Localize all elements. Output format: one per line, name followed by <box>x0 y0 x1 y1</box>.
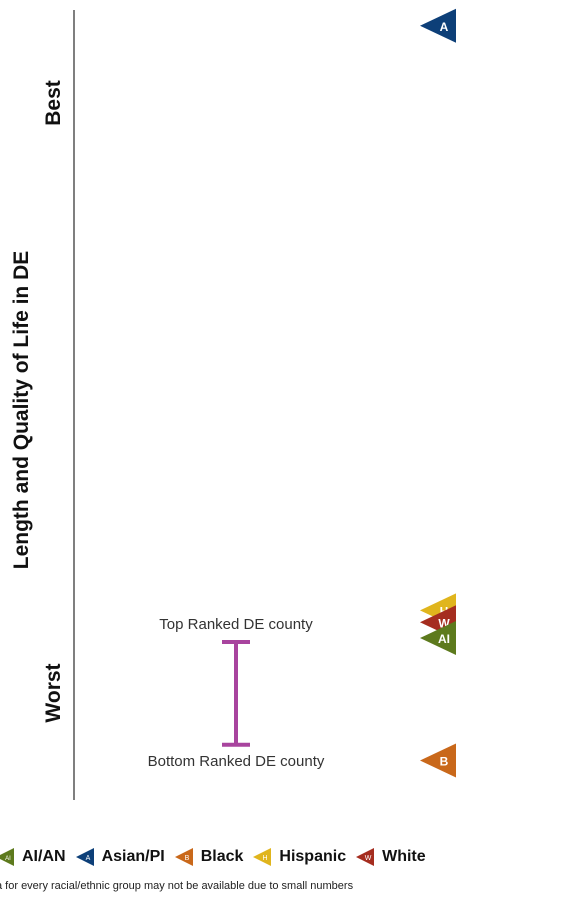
svg-text:A: A <box>85 855 90 862</box>
legend-label-white: White <box>382 848 426 865</box>
legend-label-asian-pi: Asian/PI <box>101 848 165 865</box>
svg-text:H: H <box>263 855 268 862</box>
legend-item-white: W White <box>354 846 426 868</box>
legend-label-hispanic: Hispanic <box>279 848 347 865</box>
marker-letter-asian-pi: A <box>440 20 449 34</box>
legend-item-asian-pi: A Asian/PI <box>74 846 165 868</box>
legend: AI AI/AN A Asian/PI B Black H Hispanic W… <box>0 846 434 868</box>
marker-asian-pi <box>420 8 456 43</box>
footnote: a for every racial/ethnic group may not … <box>0 880 354 892</box>
marker-black <box>420 743 456 778</box>
legend-label-black: Black <box>200 848 244 865</box>
legend-marker-black-icon: B <box>174 848 193 866</box>
svg-text:B: B <box>184 855 189 862</box>
legend-marker-white-icon: W <box>356 848 375 866</box>
legend-label-ai-an: AI/AN <box>22 848 66 865</box>
legend-marker-asian-pi-icon: A <box>75 848 94 866</box>
legend-item-hispanic: H Hispanic <box>251 846 346 868</box>
range-bottom-label: Bottom Ranked DE county <box>147 752 325 770</box>
legend-marker-hispanic-icon: H <box>253 848 272 866</box>
marker-ai-an <box>420 621 456 656</box>
svg-text:W: W <box>365 855 372 862</box>
svg-text:AI: AI <box>5 856 11 862</box>
y-top-label: Best <box>42 80 65 126</box>
marker-letter-ai-an: AI <box>438 632 450 646</box>
y-axis-label: Length and Quality of Life in DE <box>10 250 33 570</box>
legend-item-ai-an: AI AI/AN <box>0 846 66 868</box>
legend-marker-ai-an-icon: AI <box>0 848 14 866</box>
range-top-label: Top Ranked DE county <box>159 616 313 633</box>
y-bottom-label: Worst <box>42 663 65 723</box>
marker-letter-black: B <box>440 755 449 769</box>
legend-item-black: B Black <box>173 846 244 868</box>
